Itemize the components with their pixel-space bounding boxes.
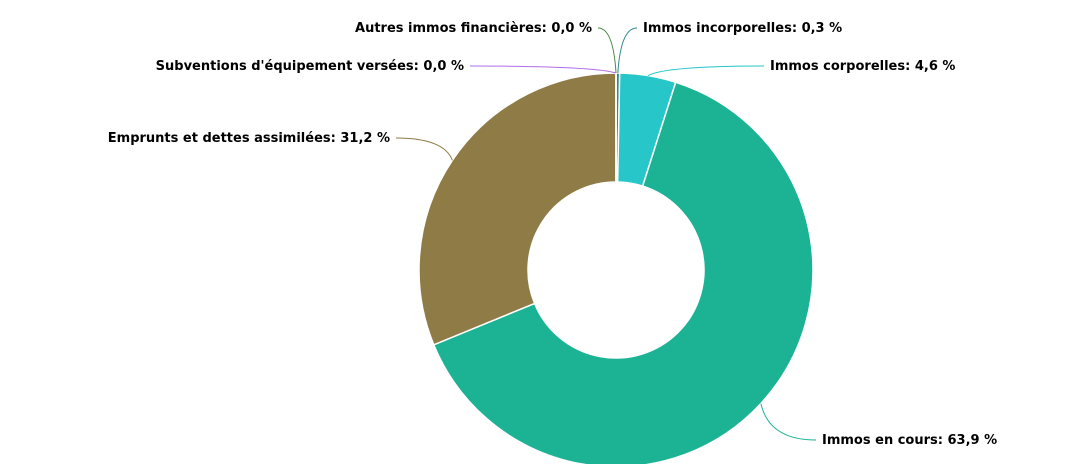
label-separator: : xyxy=(792,21,802,36)
data-label: Autres immos financières: 0,0 % xyxy=(355,21,592,36)
label-value: 0,0 % xyxy=(551,21,592,36)
label-name: Emprunts et dettes assimilées xyxy=(108,131,331,146)
donut-slice xyxy=(418,72,617,346)
data-label: Emprunts et dettes assimilées: 31,2 % xyxy=(108,131,390,146)
label-name: Immos incorporelles xyxy=(643,21,792,36)
label-name: Subventions d'équipement versées xyxy=(156,59,414,74)
data-label: Subventions d'équipement versées: 0,0 % xyxy=(156,59,464,74)
label-value: 0,0 % xyxy=(423,59,464,74)
connector xyxy=(617,27,638,74)
label-separator: : xyxy=(414,59,424,74)
label-separator: : xyxy=(542,21,552,36)
connector xyxy=(760,403,817,441)
data-label: Immos corporelles: 4,6 % xyxy=(770,59,955,74)
label-separator: : xyxy=(331,131,341,146)
connector xyxy=(469,65,617,74)
label-name: Immos en cours xyxy=(822,433,938,448)
label-separator: : xyxy=(905,59,915,74)
label-value: 0,3 % xyxy=(802,21,843,36)
data-label: Immos en cours: 63,9 % xyxy=(822,433,997,448)
data-label: Immos incorporelles: 0,3 % xyxy=(643,21,842,36)
label-value: 4,6 % xyxy=(915,59,956,74)
label-separator: : xyxy=(938,433,948,448)
connector xyxy=(597,27,617,74)
donut-slice xyxy=(432,81,814,464)
label-value: 31,2 % xyxy=(340,131,390,146)
connector xyxy=(647,65,765,77)
label-name: Autres immos financières xyxy=(355,21,542,36)
connector xyxy=(395,137,453,161)
label-value: 63,9 % xyxy=(948,433,998,448)
label-name: Immos corporelles xyxy=(770,59,905,74)
